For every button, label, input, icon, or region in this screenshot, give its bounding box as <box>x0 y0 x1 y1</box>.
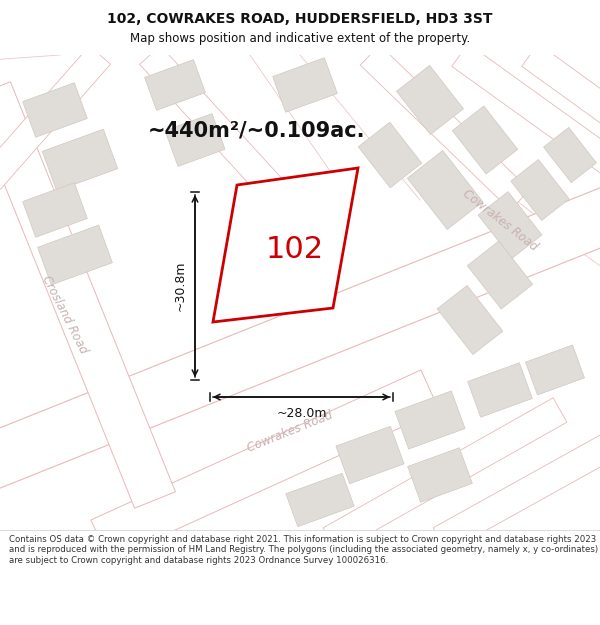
Polygon shape <box>213 168 358 322</box>
Text: Crosland Road: Crosland Road <box>40 274 90 356</box>
Polygon shape <box>358 122 422 188</box>
Text: Contains OS data © Crown copyright and database right 2021. This information is : Contains OS data © Crown copyright and d… <box>9 535 598 564</box>
Polygon shape <box>395 391 465 449</box>
Polygon shape <box>38 225 112 285</box>
Text: ~440m²/~0.109ac.: ~440m²/~0.109ac. <box>148 120 365 140</box>
Text: 102, COWRAKES ROAD, HUDDERSFIELD, HD3 3ST: 102, COWRAKES ROAD, HUDDERSFIELD, HD3 3S… <box>107 12 493 26</box>
Polygon shape <box>272 58 337 112</box>
Polygon shape <box>286 473 354 527</box>
Polygon shape <box>407 448 472 503</box>
Polygon shape <box>165 114 225 166</box>
Polygon shape <box>522 44 600 131</box>
Text: ~30.8m: ~30.8m <box>174 261 187 311</box>
Polygon shape <box>23 182 88 238</box>
Text: Map shows position and indicative extent of the property.: Map shows position and indicative extent… <box>130 32 470 45</box>
Polygon shape <box>526 345 584 395</box>
Polygon shape <box>0 82 175 508</box>
Polygon shape <box>437 286 503 354</box>
Polygon shape <box>397 66 463 134</box>
Polygon shape <box>283 196 337 244</box>
Polygon shape <box>336 426 404 484</box>
Polygon shape <box>452 44 600 181</box>
Polygon shape <box>433 428 600 552</box>
Text: 102: 102 <box>266 236 324 264</box>
Polygon shape <box>42 129 118 191</box>
Text: Cowrakes Road: Cowrakes Road <box>460 187 540 253</box>
Polygon shape <box>452 106 518 174</box>
Polygon shape <box>467 241 533 309</box>
Polygon shape <box>360 45 530 210</box>
Polygon shape <box>140 46 320 239</box>
Polygon shape <box>0 184 600 496</box>
Polygon shape <box>511 159 569 221</box>
Polygon shape <box>145 59 205 111</box>
Text: ~28.0m: ~28.0m <box>276 407 327 420</box>
Polygon shape <box>23 82 88 138</box>
Polygon shape <box>281 253 329 297</box>
Polygon shape <box>323 398 567 552</box>
Polygon shape <box>0 46 110 189</box>
Text: Cowrakes Road: Cowrakes Road <box>245 409 335 455</box>
Polygon shape <box>407 151 483 229</box>
Polygon shape <box>478 192 542 258</box>
Polygon shape <box>544 127 596 182</box>
Polygon shape <box>467 362 532 418</box>
Polygon shape <box>91 370 439 560</box>
